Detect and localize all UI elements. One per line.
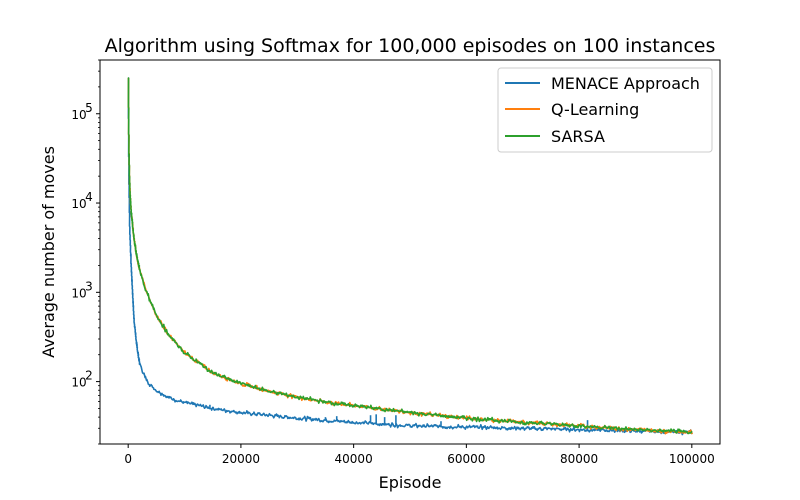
series-layer: [127, 77, 693, 436]
x-axis: 0 20000 40000 60000 80000 100000: [124, 444, 715, 466]
legend: MENACE Approach Q-Learning SARSA: [497, 67, 713, 153]
x-tick-label: 100000: [669, 452, 715, 466]
y-tick-exponent: 4: [85, 190, 93, 204]
y-tick-exponent: 3: [85, 279, 93, 293]
x-tick-label: 60000: [447, 452, 485, 466]
legend-label-sarsa: SARSA: [551, 127, 605, 146]
y-axis-title: Average number of moves: [39, 146, 58, 358]
y-tick-exponent: 2: [85, 369, 93, 383]
y-tick-label: 10: [71, 286, 86, 300]
y-tick-label: 10: [71, 197, 86, 211]
x-tick-label: 20000: [222, 452, 260, 466]
x-tick-label: 0: [124, 452, 132, 466]
plot-frame: [99, 59, 721, 445]
y-tick-exponent: 5: [85, 101, 93, 115]
x-tick-label: 80000: [560, 452, 598, 466]
chart-title: Algorithm using Softmax for 100,000 epis…: [105, 35, 716, 57]
x-axis-title: Episode: [379, 473, 442, 492]
legend-box: [497, 67, 713, 153]
y-tick-label: 10: [71, 376, 86, 390]
y-tick-label: 10: [71, 108, 86, 122]
legend-label-q-learning: Q-Learning: [551, 100, 639, 119]
legend-label-menace: MENACE Approach: [551, 74, 700, 93]
series-line-2: [127, 77, 693, 435]
series-line-0: [127, 77, 693, 436]
x-tick-label: 40000: [335, 452, 373, 466]
